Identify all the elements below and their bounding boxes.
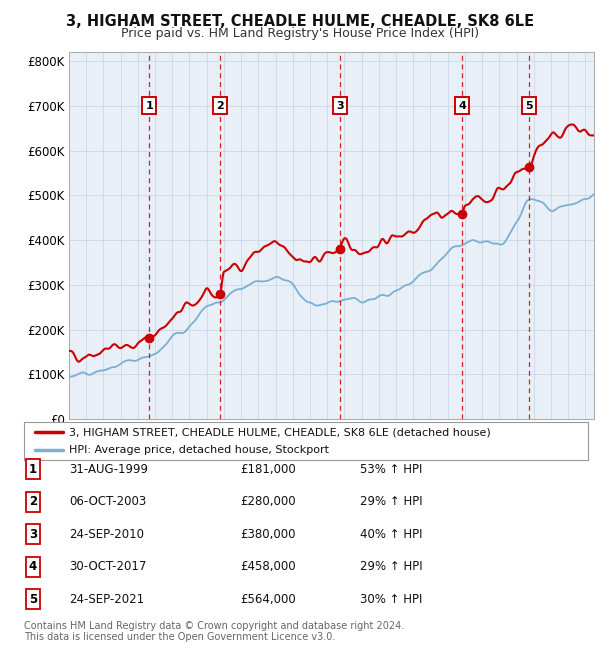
Text: 30-OCT-2017: 30-OCT-2017 <box>69 560 146 573</box>
Text: £564,000: £564,000 <box>240 593 296 606</box>
Text: £181,000: £181,000 <box>240 463 296 476</box>
Text: 2: 2 <box>29 495 37 508</box>
Text: 06-OCT-2003: 06-OCT-2003 <box>69 495 146 508</box>
Text: 3, HIGHAM STREET, CHEADLE HULME, CHEADLE, SK8 6LE: 3, HIGHAM STREET, CHEADLE HULME, CHEADLE… <box>66 14 534 29</box>
Text: 3: 3 <box>29 528 37 541</box>
Text: 24-SEP-2021: 24-SEP-2021 <box>69 593 144 606</box>
Text: 2: 2 <box>216 101 224 111</box>
Text: £458,000: £458,000 <box>240 560 296 573</box>
Text: 40% ↑ HPI: 40% ↑ HPI <box>360 528 422 541</box>
Text: 53% ↑ HPI: 53% ↑ HPI <box>360 463 422 476</box>
Text: 29% ↑ HPI: 29% ↑ HPI <box>360 560 422 573</box>
Text: Price paid vs. HM Land Registry's House Price Index (HPI): Price paid vs. HM Land Registry's House … <box>121 27 479 40</box>
Text: 4: 4 <box>29 560 37 573</box>
Text: HPI: Average price, detached house, Stockport: HPI: Average price, detached house, Stoc… <box>69 445 329 455</box>
Text: 1: 1 <box>29 463 37 476</box>
Text: Contains HM Land Registry data © Crown copyright and database right 2024.
This d: Contains HM Land Registry data © Crown c… <box>24 621 404 642</box>
Text: 5: 5 <box>525 101 533 111</box>
Text: 3, HIGHAM STREET, CHEADLE HULME, CHEADLE, SK8 6LE (detached house): 3, HIGHAM STREET, CHEADLE HULME, CHEADLE… <box>69 427 491 437</box>
Text: 1: 1 <box>145 101 153 111</box>
Text: 3: 3 <box>336 101 344 111</box>
Text: 5: 5 <box>29 593 37 606</box>
Text: 31-AUG-1999: 31-AUG-1999 <box>69 463 148 476</box>
Text: 4: 4 <box>458 101 466 111</box>
Text: £380,000: £380,000 <box>240 528 296 541</box>
Text: 29% ↑ HPI: 29% ↑ HPI <box>360 495 422 508</box>
Text: £280,000: £280,000 <box>240 495 296 508</box>
Text: 24-SEP-2010: 24-SEP-2010 <box>69 528 144 541</box>
Text: 30% ↑ HPI: 30% ↑ HPI <box>360 593 422 606</box>
